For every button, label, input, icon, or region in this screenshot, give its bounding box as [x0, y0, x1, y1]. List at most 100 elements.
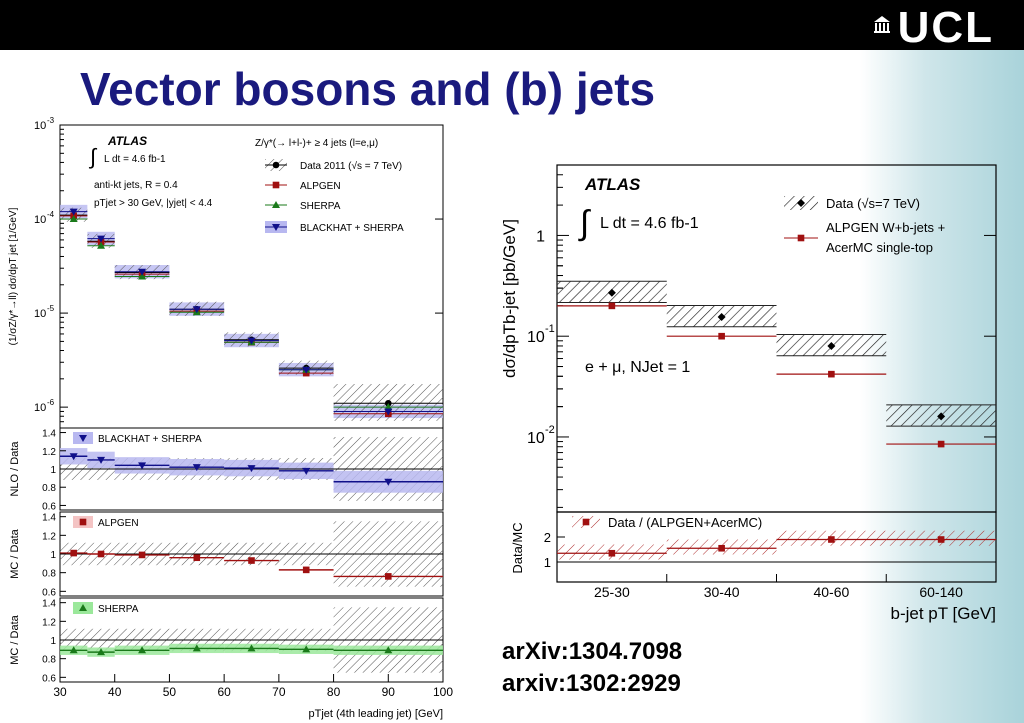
y-tick-label: 10 [34, 120, 46, 132]
bjet-mc-point [718, 332, 725, 340]
jet-algo-label: anti-kt jets, R = 0.4 [94, 180, 178, 191]
bjet-legend-marker [797, 234, 805, 242]
bjet-legend-label: ALPGEN W+b-jets + [826, 220, 945, 235]
reference-1: arXiv:1304.7098 [502, 638, 683, 665]
ratio-y-tick-label: 0.8 [42, 569, 56, 580]
portico-icon [873, 16, 890, 33]
ratio-point [192, 464, 201, 472]
data-point [138, 272, 147, 280]
bjet-ratio-y-axis-label: Data/MC [510, 522, 525, 573]
bjet-mc-point [608, 302, 616, 310]
bjet-legend-label: Data (√s=7 TeV) [826, 196, 920, 211]
bjet-x-axis-label: b-jet pT [GeV] [890, 604, 996, 623]
main-y-axis-label: (1/σZ/γ*→ll) dσ/dpT jet [1/GeV] [8, 207, 19, 345]
ratio-y-tick-label: 1.2 [42, 531, 56, 542]
bjet-y-tick-label: 10 [527, 329, 545, 346]
bjet-ratio-legend-label: Data / (ALPGEN+AcerMC) [608, 515, 762, 530]
bjet-ratio-y-tick-label: 2 [544, 530, 551, 545]
y-tick-exponent: -4 [47, 210, 55, 219]
bjet-data-point [827, 341, 836, 350]
legend-label: BLACKHAT + SHERPA [300, 223, 404, 234]
ratio-y-tick-label: 0.8 [42, 483, 56, 494]
ratio-point [302, 645, 311, 653]
x-tick-label: 80 [327, 685, 341, 699]
bjet-ratio-y-tick-label: 1 [544, 555, 551, 570]
data-point [97, 235, 106, 243]
bjet-x-tick-label: 40-60 [813, 584, 849, 600]
ratio-y-tick-label: 1 [50, 465, 56, 476]
ratio-point [302, 467, 311, 475]
y-tick-label: 10 [34, 214, 46, 226]
ratio-y-tick-label: 1.4 [42, 513, 56, 524]
legend-marker [272, 201, 280, 208]
ratio-legend-label: SHERPA [98, 604, 139, 615]
data-point [302, 366, 311, 374]
ratio-legend-marker [79, 435, 87, 442]
bjet-channel-label: e + μ, NJet = 1 [585, 359, 690, 376]
bjet-data-point [717, 313, 726, 322]
ratio-point [69, 646, 78, 654]
x-tick-label: 60 [217, 685, 231, 699]
ratio-y-tick-label: 0.6 [42, 673, 56, 684]
ratio-y-axis-label: MC / Data [9, 528, 21, 578]
bjet-legend-label: AcerMC single-top [826, 240, 933, 255]
process-label: Z/γ*(→ l+l-)+ ≥ 4 jets (l=e,μ) [255, 138, 378, 149]
bjet-ratio-point [608, 549, 616, 557]
bjet-ratio-point [718, 544, 725, 552]
bjet-luminosity-label: L dt = 4.6 fb-1 [600, 215, 699, 232]
legend-label: SHERPA [300, 201, 341, 212]
slide-title: Vector bosons and (b) jets [80, 63, 656, 115]
ratio-y-axis-label: MC / Data [9, 614, 21, 664]
bjet-legend-marker [797, 199, 805, 207]
bjet-y-tick-exponent: -2 [545, 424, 555, 436]
ratio-point [384, 646, 393, 654]
bjet-x-tick-label: 60-140 [919, 584, 963, 600]
ratio-point [97, 648, 106, 656]
ratio-legend-marker [79, 604, 87, 611]
ratio-point [70, 549, 77, 557]
ratio-point [69, 453, 78, 461]
bjet-ratio-point [937, 536, 945, 543]
ratio-y-tick-label: 0.6 [42, 587, 56, 598]
y-tick-exponent: -5 [47, 304, 55, 313]
ratio-y-tick-label: 1.4 [42, 599, 56, 610]
ratio-legend-marker [79, 518, 87, 526]
bjet-integral-sign: ∫ [578, 204, 591, 242]
ratio-point [138, 551, 146, 559]
ratio-point [97, 456, 106, 464]
bjet-ratio-point [828, 536, 835, 543]
y-tick-label: 10 [34, 308, 46, 320]
ratio-point [248, 557, 255, 564]
data-point [69, 208, 78, 216]
x-tick-label: 90 [382, 685, 396, 699]
bjet-mc-point [937, 440, 945, 448]
ucl-logo: UCL [873, 6, 994, 50]
bjet-y-tick-label: 1 [536, 228, 545, 245]
x-tick-label: 100 [433, 685, 453, 699]
bjet-x-tick-label: 25-30 [594, 584, 630, 600]
legend-marker [272, 161, 280, 169]
ratio-legend-label: ALPGEN [98, 518, 139, 529]
ratio-y-tick-label: 1.4 [42, 429, 56, 440]
x-tick-label: 50 [163, 685, 177, 699]
data-point [69, 215, 78, 223]
ratio-point [97, 550, 105, 558]
legend-label: Data 2011 (√s = 7 TeV) [300, 160, 402, 172]
luminosity-label: L dt = 4.6 fb-1 [104, 154, 166, 165]
jet-cut-label: pTjet > 30 GeV, |yjet| < 4.4 [94, 198, 213, 209]
y-tick-exponent: -3 [47, 116, 55, 125]
ratio-y-tick-label: 0.8 [42, 655, 56, 666]
y-tick-exponent: -6 [47, 398, 55, 407]
legend-label: ALPGEN [300, 181, 341, 192]
reference-2: arxiv:1302:2929 [502, 670, 681, 697]
ratio-y-tick-label: 1 [50, 550, 56, 561]
x-tick-label: 30 [53, 685, 67, 699]
data-point [192, 306, 201, 314]
ratio-y-tick-label: 1.2 [42, 617, 56, 628]
data-point [138, 268, 147, 276]
legend-marker [272, 181, 280, 189]
bjet-mc-point [828, 370, 835, 378]
ratio-point [247, 465, 256, 473]
x-axis-label: pTjet (4th leading jet) [GeV] [308, 708, 443, 720]
